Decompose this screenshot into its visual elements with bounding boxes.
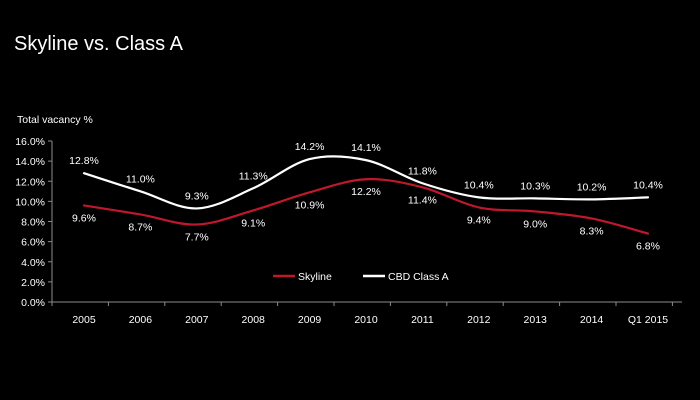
data-label-skyline: 9.4% (467, 214, 491, 226)
data-label-cbd-class-a: 11.3% (239, 170, 268, 182)
data-label-cbd-class-a: 10.4% (633, 179, 663, 191)
y-tick-label: 16.0% (15, 136, 45, 148)
y-axis-title: Total vacancy % (17, 114, 93, 126)
data-label-cbd-class-a: 14.1% (351, 142, 381, 154)
y-tick-label: 6.0% (21, 237, 45, 249)
x-tick-label: 2007 (185, 314, 209, 326)
slide-title: Skyline vs. Class A (14, 33, 183, 55)
x-axis: 2005 2006 2007 2008 2009 2010 2011 2012 2013 2014… (51, 301, 682, 326)
y-tick-label: 8.0% (21, 217, 45, 229)
data-label-cbd-class-a: 10.4% (464, 179, 494, 191)
x-tick-label: 2011 (411, 314, 434, 326)
data-label-cbd-class-a: 10.2% (577, 181, 607, 193)
y-tick-label: 14.0% (15, 156, 45, 168)
y-tick-label: 4.0% (21, 257, 45, 269)
data-label-skyline: 9.6% (72, 212, 96, 224)
x-tick-label: 2005 (72, 314, 96, 326)
legend: Skyline CBD Class A (273, 271, 449, 283)
data-label-skyline: 6.8% (636, 241, 660, 253)
y-axis: 0.0% 2.0% 4.0% 6.0% 8.0% 10.0% 12.0% 14.0% 16.0% (15, 136, 53, 309)
x-tick-label: 2012 (467, 314, 491, 326)
data-label-cbd-class-a: 11.8% (408, 165, 437, 177)
data-label-cbd-class-a: 10.3% (520, 180, 550, 192)
x-tick-label: 2014 (580, 314, 604, 326)
x-tick-label: 2008 (242, 314, 266, 326)
y-tick-label: 12.0% (15, 176, 45, 188)
data-label-skyline: 8.3% (580, 225, 604, 237)
data-label-skyline: 11.4% (408, 194, 437, 206)
data-label-skyline: 12.2% (351, 186, 381, 198)
series-layer (82, 155, 650, 235)
data-label-skyline: 7.7% (185, 232, 209, 244)
x-tick-label: 2009 (298, 314, 322, 326)
legend-label-skyline: Skyline (298, 271, 332, 283)
data-label-skyline: 8.7% (128, 221, 152, 233)
data-label-skyline: 9.0% (523, 218, 547, 230)
data-label-cbd-class-a: 11.0% (126, 173, 155, 185)
y-tick-label: 0.0% (21, 297, 45, 309)
x-tick-label: Q1 2015 (628, 314, 668, 326)
y-tick-label: 2.0% (21, 277, 45, 289)
data-label-skyline: 9.1% (241, 217, 265, 229)
data-label-cbd-class-a: 12.8% (69, 155, 99, 167)
x-tick-label: 2013 (524, 314, 548, 326)
legend-label-cbd-class-a: CBD Class A (388, 271, 449, 283)
data-label-cbd-class-a: 9.3% (185, 190, 209, 202)
x-tick-label: 2006 (129, 314, 153, 326)
x-tick-label: 2010 (354, 314, 378, 326)
series-line-skyline (82, 178, 650, 235)
data-label-skyline: 10.9% (295, 199, 325, 211)
data-label-cbd-class-a: 14.2% (295, 141, 325, 153)
data-labels: 9.6% 8.7% 7.7% 9.1% 10.9% 12.2% 11.4% 9.4% 9.0% 8… (69, 141, 663, 252)
series-line-cbd-class-a (82, 155, 650, 210)
y-tick-label: 10.0% (15, 196, 45, 208)
